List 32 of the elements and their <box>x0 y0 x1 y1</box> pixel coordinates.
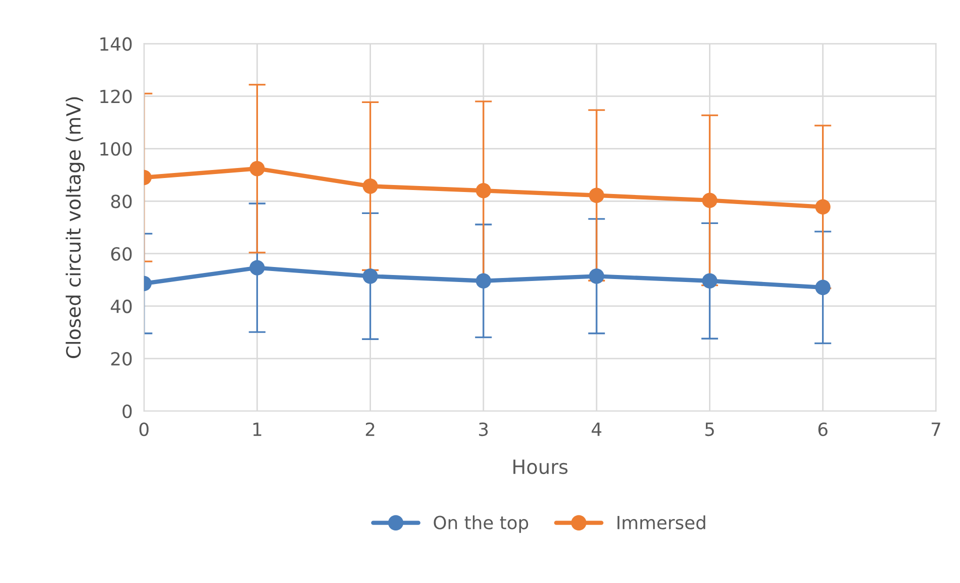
x-tick-label: 3 <box>479 422 488 436</box>
y-tick-label: 0 <box>122 404 132 418</box>
legend-label: On the top <box>434 515 528 533</box>
x-tick-label: 4 <box>592 422 602 436</box>
point <box>588 188 604 204</box>
point <box>476 273 492 289</box>
y-tick-label: 120 <box>100 90 132 104</box>
point <box>476 183 492 198</box>
y-tick-label: 140 <box>100 37 132 51</box>
point <box>588 268 604 284</box>
point <box>702 273 718 289</box>
point <box>362 268 378 284</box>
y-tick-label: 60 <box>111 247 132 261</box>
x-tick-label: 5 <box>705 422 714 436</box>
point <box>702 192 718 208</box>
y-tick-label: 100 <box>100 142 132 156</box>
y-tick-label: 40 <box>110 300 132 314</box>
y-tick-label: 20 <box>111 352 132 366</box>
y-axis-title: Closed circuit voltage (mV) <box>66 97 85 358</box>
x-tick-label: 2 <box>366 422 374 436</box>
x-tick-label: 1 <box>253 422 262 436</box>
x-tick-label: 6 <box>818 422 828 436</box>
point <box>815 199 830 215</box>
x-tick-label: 7 <box>932 422 940 436</box>
x-tick-label: 0 <box>139 422 149 436</box>
x-axis-title: Hours <box>513 460 568 474</box>
point <box>815 280 830 296</box>
point <box>250 160 265 176</box>
y-tick-label: 80 <box>111 194 132 208</box>
legend-label: Immersed <box>618 515 706 530</box>
point <box>362 178 378 194</box>
point <box>250 260 265 276</box>
